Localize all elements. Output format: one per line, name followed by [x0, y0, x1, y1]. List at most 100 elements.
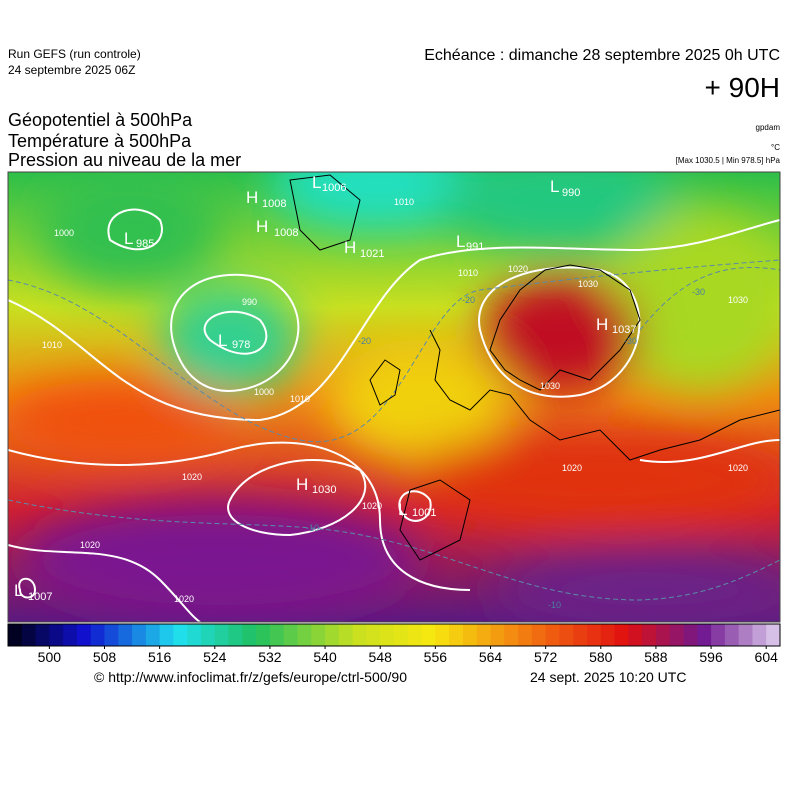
colorbar-swatch: [159, 624, 174, 646]
colorbar-swatch: [752, 624, 767, 646]
temperature-labels: -20 -30 -20 -30 -10 -10: [306, 287, 705, 610]
colorbar-swatch: [462, 624, 478, 646]
colorbar-swatch: [118, 624, 133, 646]
isobar-label: 1020: [508, 264, 528, 274]
center-value: 1037: [612, 324, 636, 336]
isobar-labels: 1000 990 1010 1000 1010 1010 1010 1020 1…: [42, 197, 748, 604]
colorbar-tick-label: 572: [534, 649, 558, 665]
lead: + 90H: [705, 72, 781, 103]
isobar-label: 1020: [562, 463, 582, 473]
colorbar-swatch: [655, 624, 671, 646]
colorbar-swatch: [559, 624, 574, 646]
isobar-label: 1030: [728, 295, 748, 305]
run: Run GEFS (run controle): [8, 47, 141, 61]
colorbar-swatch: [256, 624, 271, 646]
colorbar-swatch: [201, 624, 216, 646]
colorbar-swatch: [738, 624, 753, 646]
colorbar-swatch: [766, 624, 781, 646]
center-value: 1030: [312, 484, 336, 496]
isobar-label: 1010: [458, 268, 478, 278]
colorbar-swatch: [531, 624, 547, 646]
isobar-label: 1020: [80, 540, 100, 550]
colorbar-tick-label: 524: [203, 649, 227, 665]
center-letter: L: [124, 229, 133, 248]
colorbar-swatch: [614, 624, 629, 646]
colorbar-swatch: [352, 624, 367, 646]
unit: [Max 1030.5 | Min 978.5] hPa: [676, 156, 781, 165]
colorbar-tick-label: 540: [313, 649, 337, 665]
header: Run GEFS (run controle) 24 septembre 202…: [8, 47, 781, 170]
temperature-label: -10: [548, 600, 561, 610]
colorbar-swatch: [242, 624, 257, 646]
unit: gpdam: [756, 123, 781, 132]
colorbar-swatch: [711, 624, 726, 646]
colorbar-swatch: [325, 624, 340, 646]
colorbar-swatch: [642, 624, 657, 646]
isobar-label: 1010: [290, 394, 310, 404]
center-letter: L: [456, 232, 465, 251]
isobar-label: 1000: [54, 228, 74, 238]
isobar-label: 1020: [728, 463, 748, 473]
colorbar-tick-label: 564: [479, 649, 503, 665]
colorbar-swatch: [380, 624, 395, 646]
run-date: 24 septembre 2025 06Z: [8, 63, 135, 77]
colorbar-swatch: [683, 624, 698, 646]
center-letter: L: [312, 173, 321, 192]
map-frame: [7, 171, 781, 623]
colorbar-swatch: [366, 624, 381, 646]
isobar-label: 1030: [540, 381, 560, 391]
isobar-label: 1020: [174, 594, 194, 604]
colorbar-swatch: [518, 624, 533, 646]
colorbar-tick-label: 556: [424, 649, 448, 665]
center-value: 985: [136, 238, 154, 250]
isobar-label: 990: [242, 297, 257, 307]
colorbar-swatch: [49, 624, 64, 646]
pressure-centers: H 1008 H 1008 L 985 L 978 L 1006 H 1021 L 991 L…: [14, 173, 636, 603]
colorbar-swatch: [104, 624, 119, 646]
title: Température à 500hPa: [8, 131, 192, 151]
colorbar-tick-label: 596: [699, 649, 723, 665]
unit: °C: [771, 143, 780, 152]
map: H 1008 H 1008 L 985 L 978 L 1006 H 1021 L 991 L…: [8, 172, 780, 622]
colorbar-swatch: [21, 624, 37, 646]
colorbar-frame: [7, 623, 781, 647]
colorbar-swatch: [394, 624, 409, 646]
footer-time: 24 sept. 2025 10:20 UTC: [530, 669, 686, 685]
colorbar-swatch: [283, 624, 298, 646]
isobar-label: 1030: [578, 279, 598, 289]
center-value: 1021: [360, 248, 384, 260]
center-value: 991: [466, 241, 484, 253]
title: Géopotentiel à 500hPa: [8, 110, 193, 130]
colorbar: 500 508 516 524 532 540 548 556 564 572 580 588 596 6…: [7, 623, 781, 665]
colorbar-tick-label: 500: [38, 649, 62, 665]
colorbar-swatch: [132, 624, 147, 646]
center-value: 990: [562, 187, 580, 199]
colorbar-swatch: [669, 624, 684, 646]
colorbar-swatch: [407, 624, 423, 646]
colorbar-swatch: [173, 624, 188, 646]
colorbar-swatch: [338, 624, 354, 646]
colorbar-swatch: [311, 624, 326, 646]
isobar-label: 1020: [362, 501, 382, 511]
temperature-label: -30: [692, 287, 705, 297]
center-value: 1001: [412, 507, 436, 519]
colorbar-swatch: [76, 624, 92, 646]
center-letter: H: [344, 238, 356, 257]
colorbar-swatch: [145, 624, 161, 646]
colorbar-swatch: [587, 624, 602, 646]
colorbar-swatch: [187, 624, 202, 646]
colorbar-swatch: [600, 624, 616, 646]
colorbar-swatch: [697, 624, 712, 646]
colorbar-swatch: [90, 624, 105, 646]
center-letter: L: [218, 331, 227, 350]
center-value: 1008: [274, 227, 298, 239]
colorbar-swatch: [449, 624, 464, 646]
isobar-label: 1010: [42, 340, 62, 350]
colorbar-swatch: [297, 624, 312, 646]
colorbar-tick-label: 588: [644, 649, 668, 665]
colorbar-tick-label: 580: [589, 649, 613, 665]
colorbar-swatch: [421, 624, 436, 646]
title: Pression au niveau de la mer: [8, 150, 241, 170]
colorbar-tick-label: 508: [93, 649, 117, 665]
